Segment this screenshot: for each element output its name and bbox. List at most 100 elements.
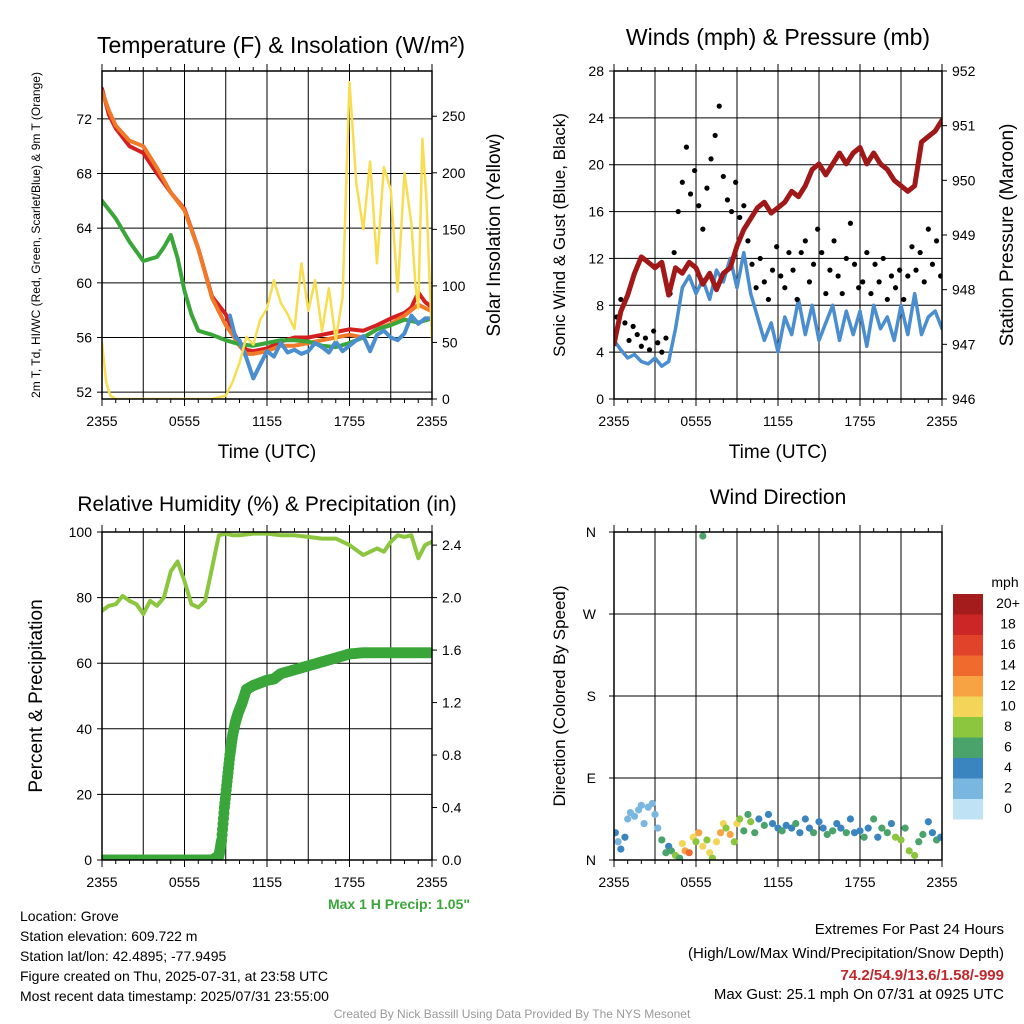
temp-ytick-right-label: 50 [442,334,458,350]
wind-gust-point [765,296,772,303]
wind-gust-point [839,290,845,297]
wind-gust-point [774,244,780,250]
temp-ytick-label: 56 [76,330,92,346]
wind-gust-point [675,208,681,215]
colorbar-swatch [953,594,983,615]
winds-ytick-label: 20 [588,157,604,173]
wind-gust-point [692,167,698,174]
rh-ytick-right-label: 1.2 [442,695,462,711]
wind-gust-point [786,249,792,256]
wind-gust-point [745,238,751,244]
wind-gust-point [712,132,718,139]
colorbar-label: 14 [1000,657,1016,673]
wind-speed-line [614,250,942,368]
dir-point [856,827,864,835]
rh-ytick-label: 60 [76,655,92,671]
wind-gust-point [868,290,874,297]
dir-point [792,819,800,828]
rh-ytick-label: 0 [84,852,92,868]
wind-gust-point [802,238,808,244]
dir-point [801,815,809,823]
dir-point [614,829,619,837]
credit-line: Created By Nick Bassill Using Data Provi… [333,1007,691,1021]
dir-point [755,815,763,823]
colorbar-swatch [953,799,983,820]
dir-points-group [614,532,942,860]
wind-gust-point [835,273,841,279]
wind-gust-point [638,343,644,349]
colorbar-label: 20+ [996,595,1020,611]
recent-data-text: Most recent data timestamp: 2025/07/31 2… [20,988,329,1004]
dir-point [870,815,878,823]
winds-ytick-label: 4 [596,344,604,360]
dir-point [676,854,684,860]
wind-gust-point [630,323,636,329]
dir-point [699,842,707,850]
dir-point [837,824,845,832]
created-text: Figure created on Thu, 2025-07-31, at 23… [20,968,328,984]
rh-xtick-label: 1755 [334,874,365,890]
wind-gust-point [831,238,837,244]
wind-gust-point [679,179,685,185]
location-text: Location: Grove [20,908,119,924]
wind-gust-point [897,267,903,273]
wind-gust-point [933,238,940,244]
dir-ytick-label: S [587,688,596,704]
dir-xtick-label: 2355 [598,874,629,890]
dir-point [911,851,919,860]
dir-point [692,838,700,846]
temp-ytick-right-label: 100 [442,278,466,294]
extremes-summary: Extremes For Past 24 Hours (High/Low/Max… [688,918,1004,1004]
dir-point [850,829,859,837]
wind-gust-point [626,337,632,344]
wind-gust-point [794,296,800,303]
dir-xtick-label: 1755 [844,874,875,890]
wind-gust-point [929,261,936,267]
dir-point [796,829,804,837]
wind-gust-point [782,285,788,291]
wind-gust-point [925,226,931,232]
winds-xtick-label: 2355 [598,413,629,429]
wind-gust-point [741,203,747,209]
wind-gust-point [917,249,923,256]
winds-series-group [614,103,942,368]
rh-ytick-label: 40 [76,721,92,737]
wind-gust-point [790,267,796,273]
dir-title: Wind Direction [710,486,847,509]
dir-point [760,821,768,829]
dir-xtick-label: 1155 [763,874,793,890]
wind-gust-point [622,320,628,326]
latlon-text: Station lat/lon: 42.4895; -77.9495 [20,948,227,964]
winds-ytick-right-label: 951 [952,118,976,134]
dir-point [662,849,670,857]
wind-gust-point [851,261,858,267]
rh-xtick-label: 1155 [252,874,282,890]
colorbar-swatch [953,614,983,635]
dir-point [712,838,721,846]
rh-ytick-right-label: 0.4 [442,800,462,816]
temp-line-t2m [102,86,432,354]
dir-ytick-label: N [586,524,596,540]
winds-xtick-label: 1155 [763,413,793,429]
rh-ytick-right-label: 1.6 [442,642,462,658]
temp-xtick-label: 0555 [169,413,200,429]
dir-point [678,840,686,848]
wind-gust-point [819,249,825,256]
wind-gust-point [737,214,743,221]
dir-frame [613,531,943,861]
dir-xtick-label: 0555 [680,874,711,890]
colorbar-swatch [953,737,983,758]
wind-gust-point [646,347,653,353]
rh-xtick-label: 2355 [86,874,117,890]
temp-ytick-right-label: 150 [442,221,466,237]
temp-title: Temperature (F) & Insolation (W/m²) [97,32,465,58]
rh-line [102,532,432,616]
colorbar-swatch [953,635,983,656]
dir-point [829,827,837,835]
station-info: Location: Grove Station elevation: 609.7… [20,906,329,1006]
wind-gust-point [651,328,657,334]
dir-point [621,833,629,841]
wind-gust-point [634,331,640,338]
dir-point [654,824,662,832]
wind-gust-point [888,273,895,279]
